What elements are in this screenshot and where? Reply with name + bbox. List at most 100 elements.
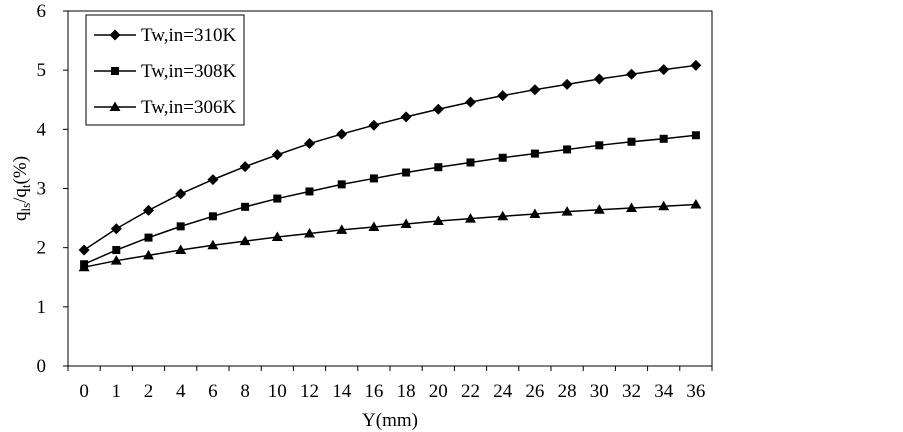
data-point — [239, 235, 251, 246]
data-point — [432, 103, 444, 115]
data-point — [497, 210, 509, 221]
x-tick-label: 24 — [493, 381, 513, 402]
y-tick-label: 4 — [37, 119, 47, 140]
x-tick-label: 8 — [240, 381, 250, 402]
data-point — [465, 96, 476, 108]
series-line — [83, 203, 696, 268]
data-point — [78, 261, 90, 272]
series-layer — [78, 59, 702, 272]
data-point — [658, 200, 670, 211]
x-tick-label: 10 — [268, 381, 287, 402]
x-tick-label: 34 — [654, 381, 674, 402]
data-point — [466, 158, 475, 167]
legend-label: Tw,in=310K — [141, 25, 237, 46]
data-point — [563, 145, 572, 154]
data-point — [659, 134, 668, 143]
y-tick-label: 2 — [37, 238, 47, 259]
data-point — [402, 168, 411, 177]
x-tick-label: 1 — [112, 381, 122, 402]
data-point — [110, 223, 122, 235]
data-point — [400, 218, 412, 228]
data-point — [626, 68, 637, 80]
data-point — [498, 153, 507, 162]
data-point — [176, 222, 185, 231]
data-point — [208, 212, 217, 221]
series-line — [83, 64, 696, 251]
data-point — [112, 246, 121, 255]
x-tick-label: 12 — [300, 381, 319, 402]
legend-item: Tw,in=306K — [94, 97, 237, 118]
data-point — [369, 174, 378, 183]
data-point — [207, 174, 219, 186]
data-point — [561, 206, 573, 216]
data-point — [432, 215, 444, 226]
x-tick-label: 20 — [429, 381, 448, 402]
data-point — [691, 131, 700, 140]
x-tick-label: 18 — [397, 381, 416, 402]
x-tick-label: 6 — [208, 381, 218, 402]
legend-marker — [111, 67, 119, 75]
data-point — [175, 244, 187, 255]
legend-label: Tw,in=308K — [141, 61, 237, 82]
data-point — [368, 119, 380, 131]
x-tick-label: 32 — [622, 381, 641, 402]
data-point — [241, 202, 250, 211]
series-triangle — [78, 198, 702, 272]
series-square — [80, 131, 700, 269]
data-point — [593, 204, 605, 214]
legend-label: Tw,in=306K — [141, 97, 237, 118]
data-point — [273, 194, 282, 203]
y-tick-label: 6 — [37, 1, 47, 22]
y-label-mid: /q — [10, 188, 31, 203]
x-tick-label: 4 — [176, 381, 186, 402]
data-point — [239, 161, 251, 173]
x-tick-label: 2 — [144, 381, 154, 402]
x-axis-label: Y(mm) — [362, 410, 418, 431]
x-tick-label: 16 — [364, 381, 383, 402]
data-point — [690, 59, 702, 71]
data-point — [595, 141, 604, 150]
data-point — [465, 213, 476, 223]
data-point — [497, 90, 509, 102]
data-point — [368, 221, 380, 231]
data-point — [78, 244, 90, 256]
x-tick-label: 14 — [332, 381, 352, 402]
x-tick-label: 0 — [79, 381, 89, 402]
data-point — [304, 138, 315, 150]
y-label-sub1: ls — [18, 203, 33, 212]
x-tick-label: 26 — [525, 381, 544, 402]
data-point — [271, 231, 283, 242]
data-point — [658, 64, 670, 76]
data-point — [143, 204, 154, 216]
data-point — [175, 188, 187, 200]
data-point — [400, 111, 412, 123]
x-tick-label: 36 — [686, 381, 705, 402]
data-point — [337, 180, 346, 189]
y-tick-label: 0 — [37, 356, 47, 377]
y-tick-label: 1 — [37, 297, 47, 318]
series-diamond — [78, 59, 702, 256]
data-point — [271, 149, 283, 161]
data-point — [561, 78, 573, 90]
x-tick-label: 28 — [558, 381, 577, 402]
data-point — [529, 208, 541, 218]
data-point — [529, 84, 541, 96]
data-point — [626, 202, 637, 213]
data-point — [690, 198, 702, 209]
y-label-base: q — [10, 211, 31, 221]
x-tick-label: 30 — [590, 381, 609, 402]
y-axis-label: qls/qt(%) — [10, 156, 33, 221]
y-tick-label: 5 — [37, 60, 47, 81]
legend: Tw,in=310K Tw,in=308K Tw,in=306K — [85, 14, 245, 126]
x-tick-label: 22 — [461, 381, 480, 402]
y-label-sub2: t — [18, 184, 33, 188]
data-point — [434, 163, 443, 172]
data-point — [144, 233, 153, 242]
data-point — [593, 73, 605, 85]
data-point — [336, 224, 348, 234]
data-point — [304, 227, 315, 238]
y-label-suffix: (%) — [10, 156, 31, 184]
legend-marker — [109, 29, 121, 41]
legend-item: Tw,in=310K — [94, 25, 237, 46]
